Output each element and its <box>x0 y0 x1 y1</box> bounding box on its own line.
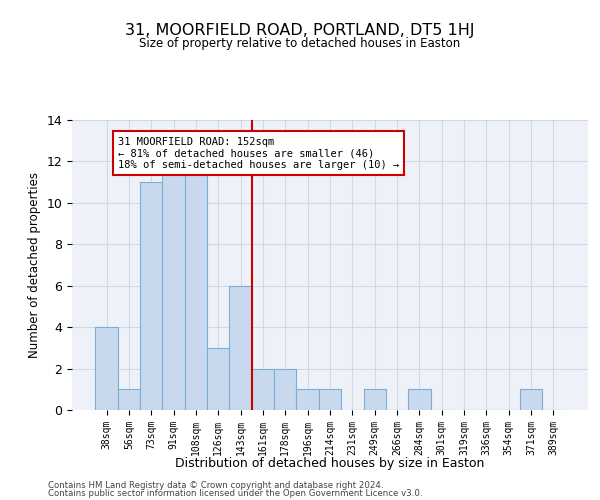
Bar <box>408 390 431 410</box>
Bar <box>319 390 341 410</box>
Text: Contains HM Land Registry data © Crown copyright and database right 2024.: Contains HM Land Registry data © Crown c… <box>48 480 383 490</box>
Bar <box>520 390 542 410</box>
Bar <box>118 390 140 410</box>
Text: 31, MOORFIELD ROAD, PORTLAND, DT5 1HJ: 31, MOORFIELD ROAD, PORTLAND, DT5 1HJ <box>125 22 475 38</box>
Text: 31 MOORFIELD ROAD: 152sqm
← 81% of detached houses are smaller (46)
18% of semi-: 31 MOORFIELD ROAD: 152sqm ← 81% of detac… <box>118 136 399 170</box>
Bar <box>296 390 319 410</box>
Bar <box>207 348 229 410</box>
Bar <box>140 182 163 410</box>
Bar <box>229 286 252 410</box>
Text: Distribution of detached houses by size in Easton: Distribution of detached houses by size … <box>175 458 485 470</box>
Y-axis label: Number of detached properties: Number of detached properties <box>28 172 41 358</box>
Bar <box>163 162 185 410</box>
Bar <box>185 162 207 410</box>
Text: Contains public sector information licensed under the Open Government Licence v3: Contains public sector information licen… <box>48 489 422 498</box>
Bar <box>274 368 296 410</box>
Text: Size of property relative to detached houses in Easton: Size of property relative to detached ho… <box>139 38 461 51</box>
Bar <box>95 327 118 410</box>
Bar <box>364 390 386 410</box>
Bar <box>252 368 274 410</box>
